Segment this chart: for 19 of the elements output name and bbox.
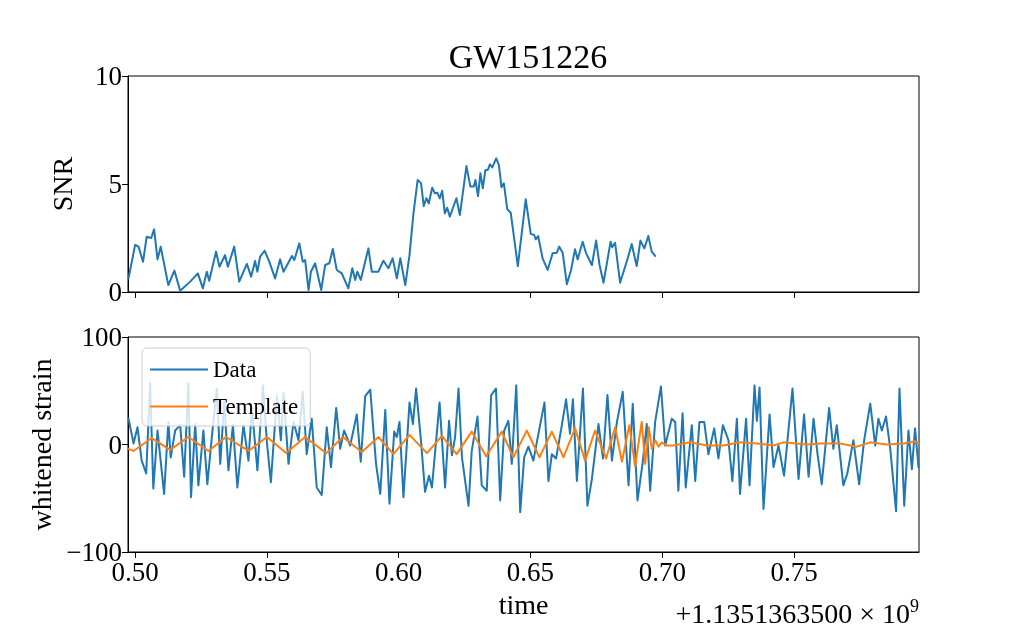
x-tick-label: 0.75	[770, 556, 818, 587]
legend-label: Data	[213, 357, 257, 382]
x-tick-label: 0.60	[375, 556, 423, 587]
y-tick-label: 5	[108, 169, 122, 199]
x-axis-title: time	[498, 588, 549, 620]
line-series	[127, 420, 920, 467]
y-tick-label: 100	[81, 322, 122, 352]
y-axis-title: SNR	[46, 156, 78, 212]
y-tick-label: 0	[108, 429, 122, 460]
x-tick-label: 0.55	[243, 556, 291, 587]
y-tick-label: 10	[95, 61, 122, 91]
line-series	[127, 157, 657, 292]
legend-label: Template	[213, 394, 299, 419]
line-series	[127, 382, 920, 514]
x-tick-label: 0.65	[506, 556, 555, 587]
y-tick-label: 0	[108, 277, 122, 307]
y-axis-title: whitened strain	[25, 358, 57, 531]
x-tick-label: 0.70	[638, 556, 686, 587]
chart-title: GW151226	[448, 37, 608, 75]
